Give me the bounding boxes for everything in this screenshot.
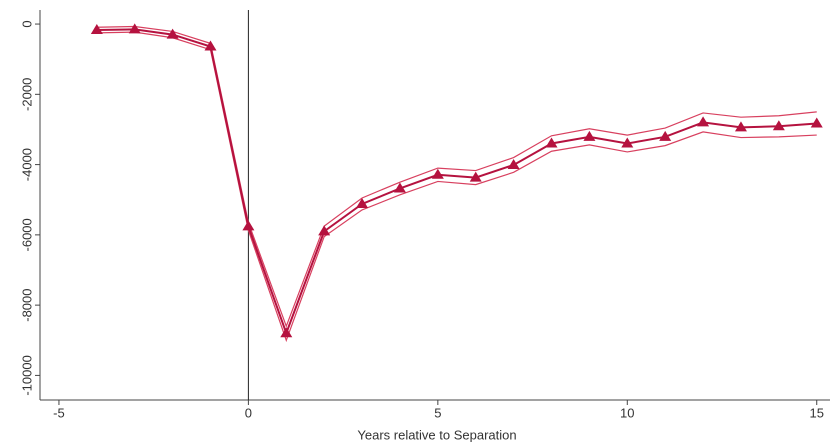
- x-axis-label: Years relative to Separation: [357, 427, 516, 442]
- marker: [621, 137, 634, 148]
- marker: [659, 130, 672, 141]
- ci-line: [96, 31, 817, 343]
- x-tick-label: 0: [245, 405, 252, 420]
- y-tick-label: -6000: [19, 218, 34, 251]
- marker: [583, 130, 596, 141]
- y-tick-label: -8000: [19, 289, 34, 322]
- marker: [734, 121, 747, 132]
- estimate-line: [96, 28, 817, 337]
- marker: [204, 40, 217, 51]
- y-tick-label: 0: [19, 20, 34, 27]
- x-tick-label: 10: [620, 405, 634, 420]
- x-tick-label: 15: [810, 405, 824, 420]
- marker: [810, 117, 823, 128]
- marker: [507, 158, 520, 169]
- marker: [242, 220, 255, 231]
- marker: [356, 197, 369, 208]
- marker: [772, 120, 785, 131]
- marker: [431, 168, 444, 179]
- marker: [697, 116, 710, 127]
- marker: [280, 327, 293, 338]
- marker: [128, 23, 141, 34]
- marker: [318, 225, 331, 236]
- y-tick-label: -2000: [19, 78, 34, 111]
- y-tick-label: -10000: [19, 355, 34, 395]
- marker: [90, 24, 103, 35]
- marker: [545, 137, 558, 148]
- marker: [166, 28, 179, 39]
- marker: [393, 182, 406, 193]
- x-tick-label: 5: [434, 405, 441, 420]
- marker: [469, 171, 482, 182]
- y-tick-label: -4000: [19, 148, 34, 181]
- x-tick-label: -5: [53, 405, 65, 420]
